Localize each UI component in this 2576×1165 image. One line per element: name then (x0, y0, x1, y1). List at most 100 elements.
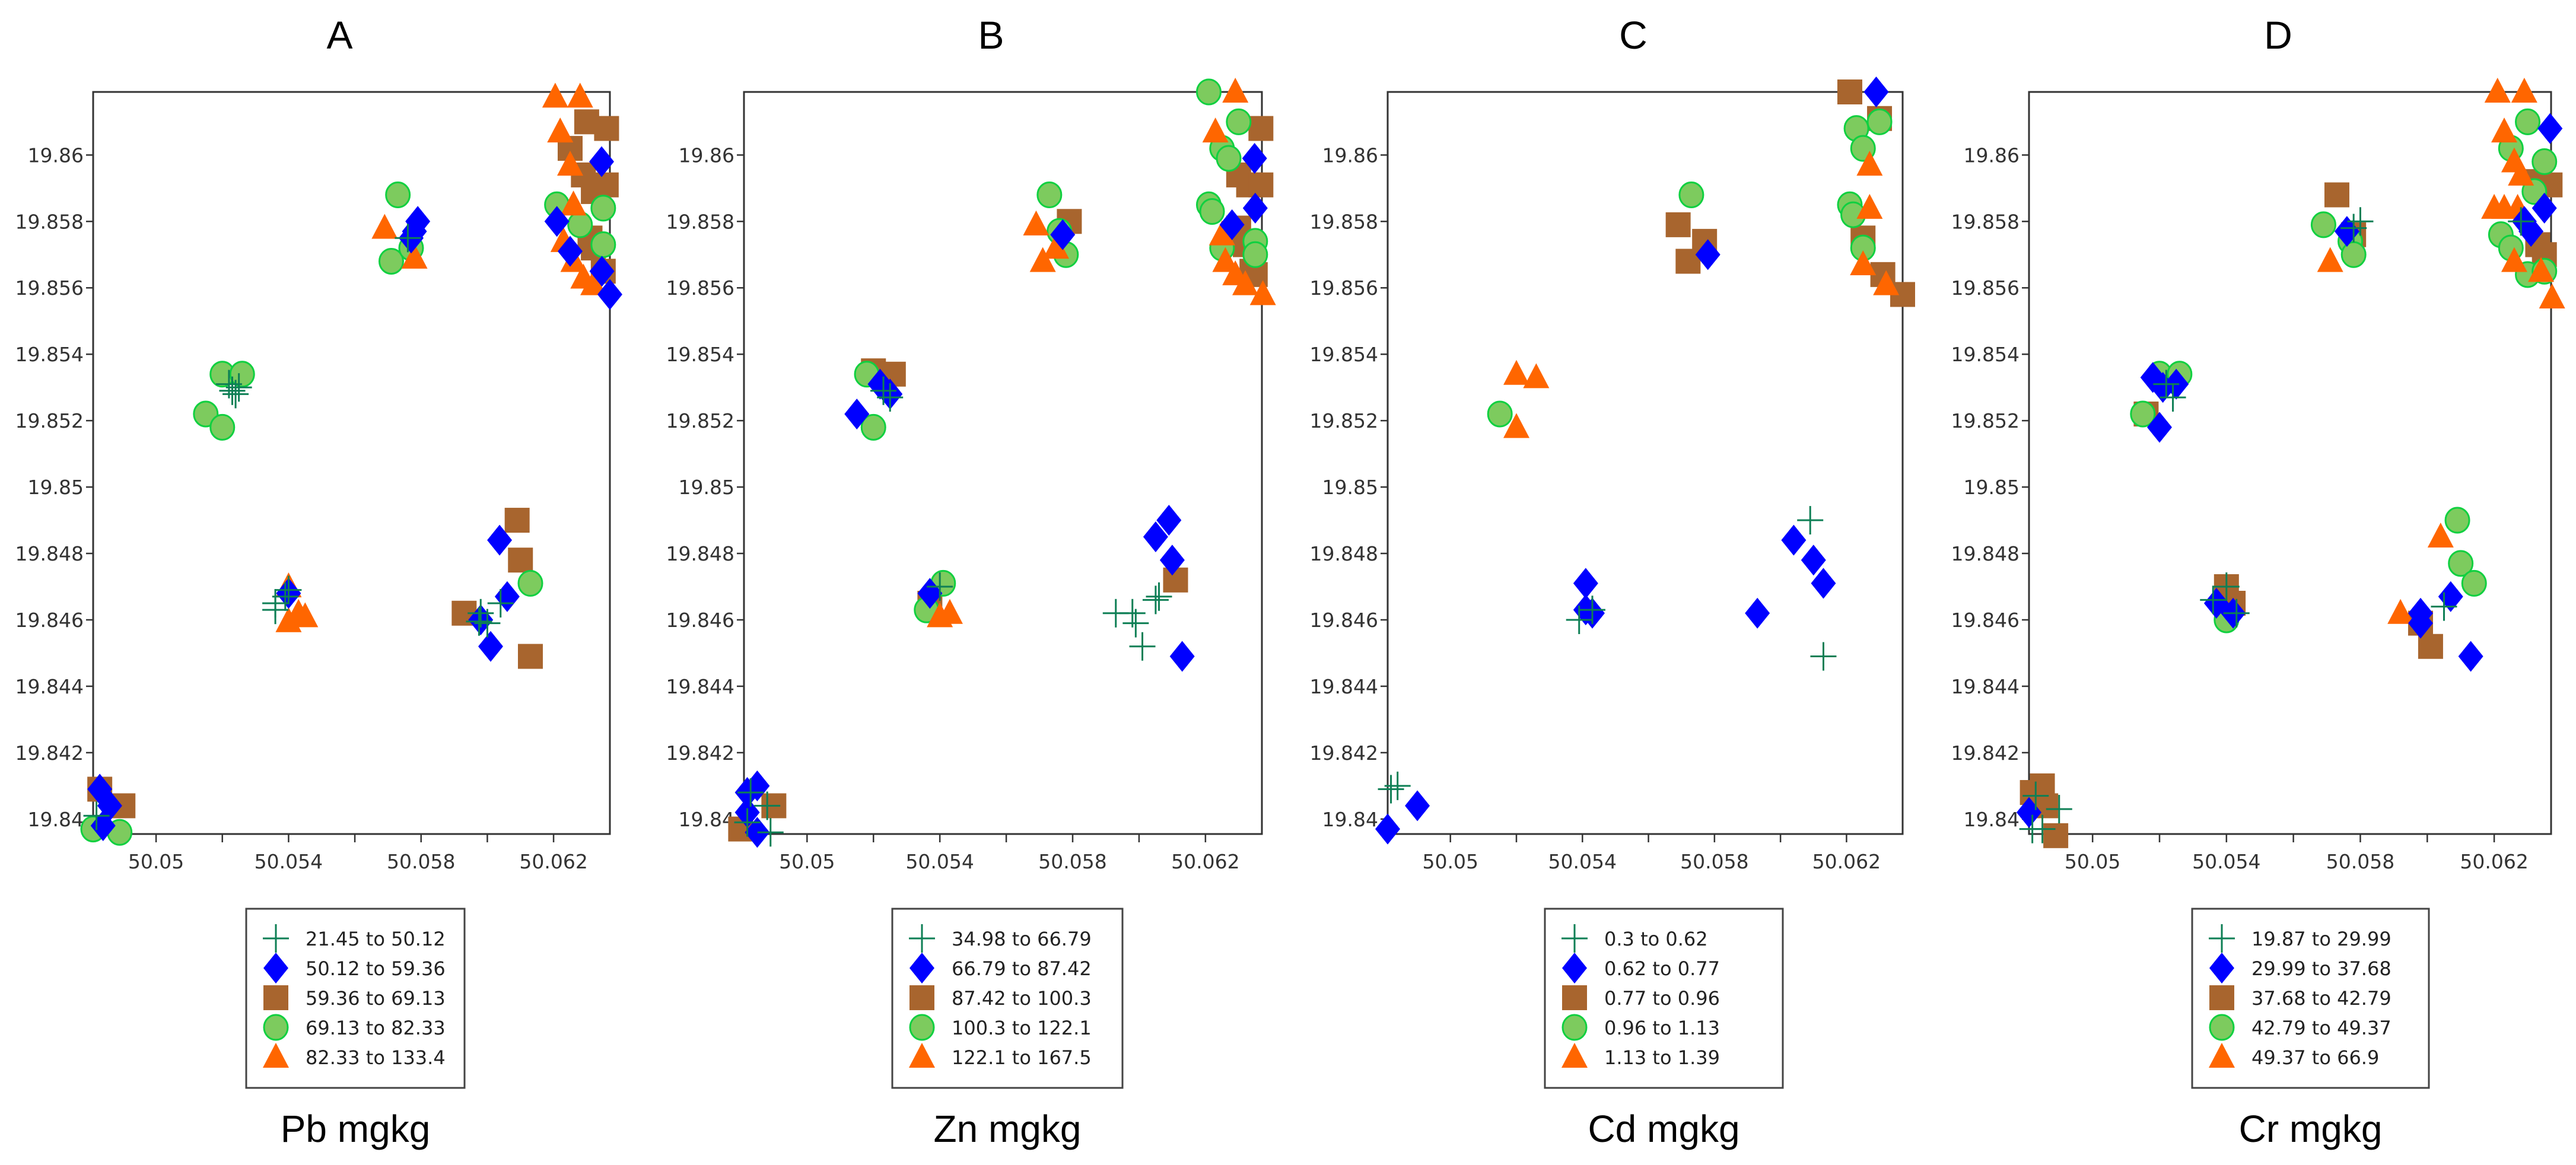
y-tick-label: 19.86 (679, 144, 734, 167)
data-point-triangle (2317, 247, 2343, 272)
data-point-circle (2340, 241, 2367, 268)
legend-marker-circle (263, 1014, 289, 1041)
data-point-diamond (1156, 505, 1182, 536)
data-point-triangle (2491, 117, 2518, 143)
legend-label: 0.77 to 0.96 (1604, 987, 1720, 1010)
legend-marker-square (909, 985, 934, 1010)
data-point-cross (225, 373, 252, 402)
y-tick-label: 19.844 (1310, 675, 1378, 698)
panel-c: C 19.84 19.842 19.844 19.846 19.848 19.85 19.85… (1310, 13, 1915, 1150)
data-point-triangle (401, 243, 428, 269)
y-tick-label: 19.856 (15, 276, 84, 300)
y-tick-label: 19.85 (679, 476, 734, 499)
data-point-circle (2444, 507, 2470, 534)
data-point-diamond (2458, 641, 2483, 672)
data-point-triangle (1209, 220, 1235, 246)
data-point-square (1248, 116, 1274, 141)
data-point-square (1675, 249, 1701, 274)
data-point-circle (590, 195, 616, 222)
panel-title: A (326, 13, 352, 57)
y-tick-label: 19.86 (28, 144, 84, 167)
y-tick-label: 19.858 (1951, 210, 2020, 233)
plot-frame (92, 91, 611, 835)
data-point-diamond (1143, 521, 1168, 553)
y-tick-label: 19.846 (1951, 609, 2020, 632)
y-tick-label: 19.848 (1951, 542, 2020, 565)
data-point-square (1163, 567, 1188, 593)
y-tick-label: 19.842 (15, 741, 84, 765)
data-point-square (504, 508, 530, 533)
data-point-circle (379, 247, 404, 275)
y-tick-label: 19.844 (666, 675, 734, 698)
legend-label: 0.62 to 0.77 (1604, 957, 1720, 980)
legend-label: 42.79 to 49.37 (2251, 1017, 2391, 1039)
legend-label: 0.3 to 0.62 (1604, 928, 1708, 950)
data-point-diamond (494, 581, 520, 612)
data-point-triangle (371, 214, 398, 239)
data-point-circle (2310, 211, 2336, 238)
legend-label: 87.42 to 100.3 (952, 987, 1092, 1010)
y-tick-label: 19.852 (1951, 409, 2020, 432)
x-tick-label: 50.062 (1812, 850, 1881, 873)
y-tick-label: 19.844 (15, 675, 84, 698)
x-tick-label: 50.054 (255, 850, 323, 873)
data-point-circle (860, 413, 886, 441)
data-point-triangle (547, 117, 574, 143)
y-tick-label: 19.846 (15, 609, 84, 632)
data-point-cross (275, 575, 302, 604)
y-tick-label: 19.842 (1951, 741, 2020, 765)
data-point-diamond (1695, 239, 1720, 270)
data-point-circle (1866, 108, 1893, 135)
data-point-diamond (1573, 568, 1598, 599)
variable-label: Zn mgkg (934, 1107, 1082, 1150)
x-tick-label: 50.05 (1422, 850, 1478, 873)
data-point-triangle (2387, 599, 2414, 624)
data-point-triangle (1232, 270, 1259, 295)
data-point-cross (2022, 781, 2049, 810)
x-tick-label: 50.054 (905, 850, 974, 873)
data-point-diamond (1242, 192, 1268, 224)
data-point-diamond (558, 235, 583, 267)
legend: 34.98 to 66.79 66.79 to 87.42 87.42 to 100… (891, 908, 1124, 1089)
y-tick-label: 19.86 (1964, 144, 2020, 167)
y-tick-label: 19.856 (1310, 276, 1378, 300)
data-points (728, 78, 1276, 848)
data-point-circle (229, 361, 255, 388)
data-point-diamond (844, 398, 870, 429)
data-point-cross (1142, 585, 1169, 615)
x-tick-label: 50.05 (779, 850, 835, 873)
data-points (80, 82, 622, 846)
legend-label: 122.1 to 167.5 (952, 1046, 1092, 1069)
data-point-diamond (478, 631, 503, 662)
data-point-diamond (2537, 113, 2563, 144)
data-point-triangle (560, 190, 587, 216)
data-point-cross (754, 791, 781, 820)
data-point-triangle (2539, 284, 2565, 309)
data-point-cross (1122, 609, 1149, 638)
data-point-diamond (1405, 790, 1430, 822)
data-point-cross (2431, 592, 2457, 621)
legend-marker-triangle (263, 1043, 289, 1068)
data-point-diamond (1169, 641, 1195, 672)
variable-label: Pb mgkg (281, 1107, 431, 1150)
legend-marker-circle (1561, 1014, 1588, 1041)
panel-title: C (1619, 13, 1648, 57)
legend-label: 82.33 to 133.4 (306, 1046, 446, 1069)
data-point-circle (2461, 569, 2487, 597)
data-point-cross (734, 808, 761, 837)
data-point-triangle (1023, 210, 1050, 235)
plot-frame (2028, 91, 2552, 835)
data-point-square (508, 548, 533, 573)
data-point-cross (927, 572, 953, 601)
data-point-cross (262, 596, 289, 625)
data-point-cross (2347, 207, 2374, 236)
data-point-circle (1216, 145, 1242, 172)
data-point-square (2324, 182, 2349, 208)
y-tick-label: 19.84 (28, 808, 84, 831)
variable-label: Cd mgkg (1588, 1107, 1739, 1150)
data-point-triangle (542, 82, 568, 108)
legend-marker-triangle (2209, 1043, 2235, 1068)
data-point-cross (757, 818, 784, 847)
legend-marker-square (1562, 985, 1587, 1010)
data-point-circle (1199, 198, 1225, 225)
